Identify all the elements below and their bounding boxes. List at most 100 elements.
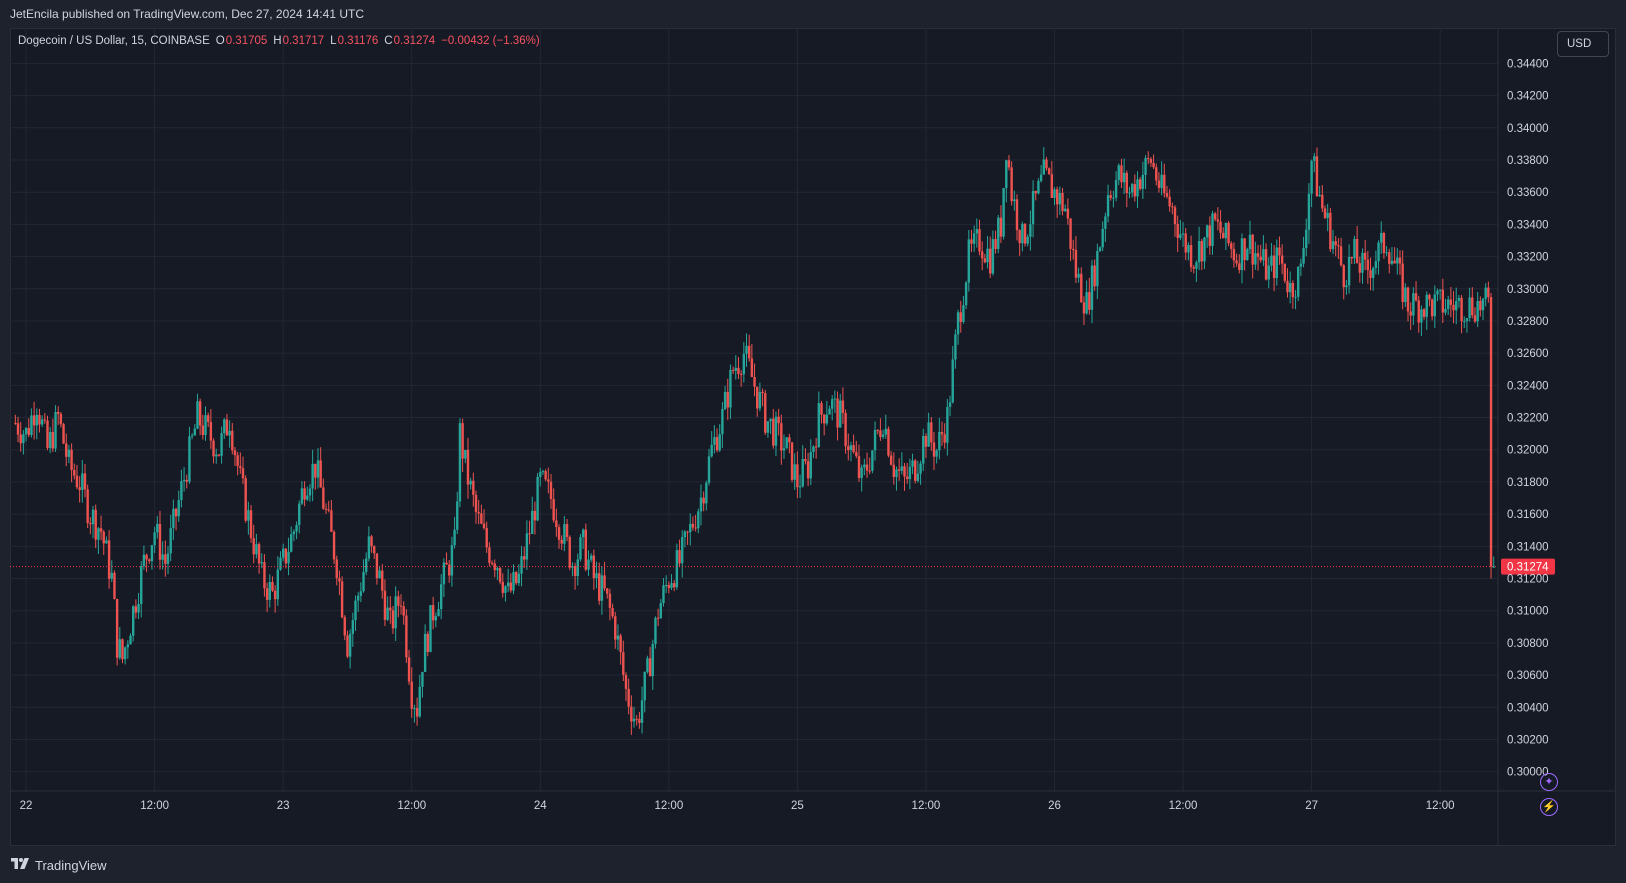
candle-body [1310,160,1313,194]
candle-body [458,423,462,502]
candle-body [1398,257,1402,264]
candle-body [750,358,754,377]
candle-body [86,489,89,523]
candle-body [1125,172,1129,193]
candle-body [1350,256,1353,259]
lightning-circle-icon[interactable]: ⚡ [1540,798,1558,816]
candle-body [231,430,234,451]
candle-body [1160,174,1163,188]
candle-body [407,657,411,682]
candle-body [520,556,523,574]
candle-body [1053,189,1056,198]
candle-body [1031,191,1035,225]
candle-body [501,581,504,593]
candle-body [322,487,325,509]
candle-body [812,446,815,453]
candle-body [622,652,625,675]
candlestick-chart[interactable]: 0.31274 0.34400 0.34200 0.34000 0.33800 0.33… [10,28,1616,846]
candle-body [204,415,207,436]
candle-body [110,572,113,579]
candle-body [225,419,229,436]
candle-body [107,540,111,579]
price-tick-label: 0.33600 [1507,187,1549,199]
candle-body [847,446,850,451]
candle-body [1342,265,1345,288]
candle-body [153,532,156,546]
price-tick-label: 0.31400 [1507,541,1549,553]
candle-body [1010,167,1013,202]
candle-body [568,536,571,568]
candle-body [123,647,127,660]
candle-body [1463,321,1466,323]
candle-body [935,450,938,457]
candle-body [1093,265,1096,287]
candle-body [997,217,1000,249]
candle-body [544,471,547,480]
candle-body [1005,160,1008,189]
candle-body [172,508,175,529]
candle-body [667,585,671,588]
candle-body [220,433,223,456]
candle-body [1412,293,1415,316]
currency-button[interactable]: USD [1557,31,1609,57]
candle-body [281,548,285,558]
candle-body [295,524,298,532]
candle-body [509,582,513,591]
candle-body [35,414,38,426]
candle-body [801,459,804,487]
candle-body [1163,174,1166,194]
candle-body [140,566,143,604]
candle-body [1042,159,1045,175]
candle-body [1058,192,1062,205]
candle-body [1388,252,1391,264]
tradingview-logo-icon[interactable] [10,858,30,872]
candle-body [1433,294,1436,317]
time-tick-label: 12:00 [1169,800,1198,812]
candle-body [1331,241,1335,250]
candle-body [1002,188,1005,237]
candle-body [364,558,368,572]
candle-body [563,524,566,544]
candle-body [844,413,847,447]
last-price-label: 0.31274 [1507,562,1549,574]
candle-body [1417,300,1420,323]
candle-body [1481,298,1485,311]
candle-body [681,537,684,564]
candle-body [241,468,245,479]
candle-body [439,584,443,610]
candle-body [1377,242,1380,262]
candle-body [664,585,668,587]
candle-body [1203,237,1206,262]
candle-body [1489,297,1493,567]
legend-high: 0.31717 [282,35,325,47]
candle-body [852,445,855,453]
candle-body [356,595,360,601]
price-tick-label: 0.33800 [1507,155,1549,167]
candle-body [772,418,775,446]
candle-body [490,562,494,564]
candle-body [81,473,84,491]
legend-close: 0.31274 [393,35,436,47]
brand-name[interactable]: TradingView [35,857,107,873]
candle-body [517,573,521,584]
candle-body [118,639,122,658]
candle-body [1414,293,1418,301]
candle-body [739,373,743,375]
candle-body [624,674,628,689]
candle-body [1425,294,1428,317]
candle-body [126,644,130,648]
candle-body [429,605,432,652]
candle-body [855,452,858,457]
candle-body [814,446,818,448]
candle-body [102,531,105,544]
candle-body [584,529,588,570]
plus-circle-icon[interactable]: ✦ [1540,773,1558,791]
price-tick-label: 0.32400 [1507,380,1549,392]
candle-body [627,688,630,707]
candle-body [1329,212,1332,250]
candle-body [1422,309,1426,317]
chart-frame[interactable] [10,28,1616,846]
candle-body [1251,234,1254,265]
candle-body [643,671,646,701]
candle-body [1302,248,1305,264]
